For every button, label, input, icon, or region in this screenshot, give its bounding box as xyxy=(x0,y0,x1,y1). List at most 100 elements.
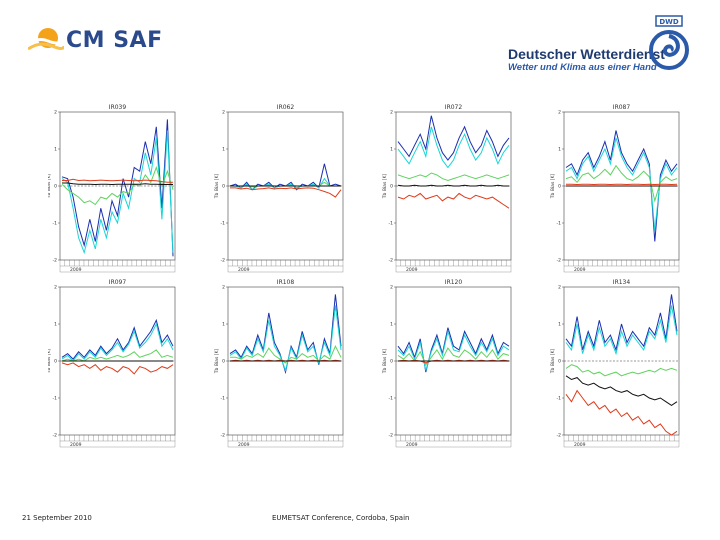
y-tick-label: 0 xyxy=(558,359,561,365)
y-axis-label: Tb Bias [K] xyxy=(550,349,556,375)
series-line-black xyxy=(565,375,678,407)
charts-grid: IR039 -2 -1 0 1 2 Tb Bias [K] 2009 IR062 -2 -1 0 1 2 T… xyxy=(48,104,680,448)
y-tick-label: -2 xyxy=(557,258,562,264)
y-tick-label: 1 xyxy=(54,322,57,328)
year-label: 2009 xyxy=(406,267,418,273)
cmsaf-logo-text: CM SAF xyxy=(66,28,163,53)
y-tick-label: 0 xyxy=(558,184,561,190)
series-line-cyan xyxy=(565,137,678,231)
x-axis-band xyxy=(563,265,680,273)
y-tick-label: 1 xyxy=(390,147,393,153)
year-label: 2009 xyxy=(238,267,250,273)
y-tick-label: 0 xyxy=(222,359,225,365)
y-axis-label: Tb Bias [K] xyxy=(550,174,556,200)
y-tick-label: -2 xyxy=(221,433,226,439)
series-line-cyan xyxy=(397,329,510,371)
series-line-green xyxy=(61,349,174,362)
x-axis-band xyxy=(59,440,176,448)
year-label: 2009 xyxy=(238,442,250,448)
year-label: 2009 xyxy=(70,442,82,448)
footer-date: 21 September 2010 xyxy=(22,514,92,522)
chart-panel-ir062: IR062 -2 -1 0 1 2 Tb Bias [K] 2009 xyxy=(214,104,344,273)
chart-panel-ir097: IR097 -2 -1 0 1 2 Tb Bias [K] 2009 xyxy=(48,279,176,448)
x-axis-band xyxy=(59,265,176,273)
series-line-cyan xyxy=(61,322,174,362)
series-line-red xyxy=(565,389,678,436)
chart-title: IR072 xyxy=(445,104,463,111)
series-line-green xyxy=(397,172,510,182)
y-tick-label: 1 xyxy=(558,322,561,328)
x-axis-band xyxy=(227,265,344,273)
chart-title: IR108 xyxy=(277,279,295,286)
dwd-tagline: Wetter und Klima aus einer Hand xyxy=(508,62,657,73)
y-axis-label: Tb Bias [K] xyxy=(382,174,388,200)
y-tick-label: 1 xyxy=(390,322,393,328)
y-axis-label: Tb Bias [K] xyxy=(214,174,220,200)
series-line-green xyxy=(61,165,174,206)
y-tick-label: -2 xyxy=(389,258,394,264)
y-axis-label: Tb Bias [K] xyxy=(48,349,52,375)
y-tick-label: -2 xyxy=(221,258,226,264)
series-line-red xyxy=(62,178,173,183)
y-tick-label: 1 xyxy=(222,147,225,153)
footer-conference: EUMETSAT Conference, Cordoba, Spain xyxy=(272,514,410,522)
series-line-blue xyxy=(61,119,174,257)
dwd-logo: Deutscher Wetterdienst Wetter und Klima … xyxy=(500,14,700,74)
chart-panel-ir120: IR120 -2 -1 0 1 2 Tb Bias [K] 2009 xyxy=(382,279,512,448)
chart-panel-ir087: IR087 -2 -1 0 1 2 Tb Bias [K] 2009 xyxy=(550,104,680,273)
y-tick-label: -1 xyxy=(221,221,226,227)
series-line-green xyxy=(230,345,342,364)
y-tick-label: -2 xyxy=(557,433,562,439)
x-axis-band xyxy=(395,265,512,273)
y-axis-label: Tb Bias [K] xyxy=(214,349,220,375)
dwd-emblem-text: DWD xyxy=(659,18,679,26)
dwd-name: Deutscher Wetterdienst xyxy=(508,46,665,62)
chart-panel-ir134: IR134 -2 -1 0 1 2 Tb Bias [K] 2009 xyxy=(550,279,680,448)
x-axis-band xyxy=(563,440,680,448)
series-line-green xyxy=(565,164,678,203)
y-tick-label: -2 xyxy=(389,433,394,439)
y-tick-label: 2 xyxy=(390,285,393,291)
year-label: 2009 xyxy=(574,267,586,273)
y-tick-label: -2 xyxy=(53,258,58,264)
y-tick-label: 1 xyxy=(222,322,225,328)
series-line-cyan xyxy=(397,126,510,169)
series-line-red xyxy=(397,192,510,209)
series-line-blue xyxy=(565,294,678,352)
y-axis-label: Tb Bias [K] xyxy=(382,349,388,375)
chart-title: IR039 xyxy=(109,104,127,111)
y-tick-label: -1 xyxy=(53,221,58,227)
chart-panel-ir108: IR108 -2 -1 0 1 2 Tb Bias [K] 2009 xyxy=(214,279,344,448)
y-tick-label: 1 xyxy=(558,147,561,153)
y-tick-label: 2 xyxy=(54,285,57,291)
series-line-red xyxy=(61,362,174,375)
y-axis-label: Tb Bias [K] xyxy=(48,174,52,200)
y-tick-label: 0 xyxy=(390,184,393,190)
y-tick-label: 0 xyxy=(54,359,57,365)
y-tick-label: 2 xyxy=(54,110,57,116)
y-tick-label: -1 xyxy=(557,396,562,402)
y-tick-label: -1 xyxy=(221,396,226,402)
chart-title: IR062 xyxy=(277,104,295,111)
x-axis-band xyxy=(227,440,344,448)
y-tick-label: 2 xyxy=(390,110,393,116)
y-tick-label: 2 xyxy=(222,110,225,116)
series-line-cyan xyxy=(565,305,678,356)
y-tick-label: 1 xyxy=(54,147,57,153)
sun-cloud-icon xyxy=(28,28,64,51)
dwd-emblem-icon: DWD xyxy=(649,15,689,70)
series-line-green xyxy=(397,347,510,366)
series-line-cyan xyxy=(229,305,342,372)
y-tick-label: 0 xyxy=(54,184,57,190)
series-line-cyan xyxy=(61,130,174,255)
y-tick-label: 2 xyxy=(222,285,225,291)
series-line-blue xyxy=(397,115,510,161)
y-tick-label: -1 xyxy=(53,396,58,402)
series-line-blue xyxy=(61,318,174,360)
chart-panel-ir072: IR072 -2 -1 0 1 2 Tb Bias [K] 2009 xyxy=(382,104,512,273)
series-line-red xyxy=(230,187,342,198)
chart-title: IR120 xyxy=(445,279,463,286)
y-tick-label: 2 xyxy=(558,285,561,291)
chart-title: IR134 xyxy=(613,279,631,286)
